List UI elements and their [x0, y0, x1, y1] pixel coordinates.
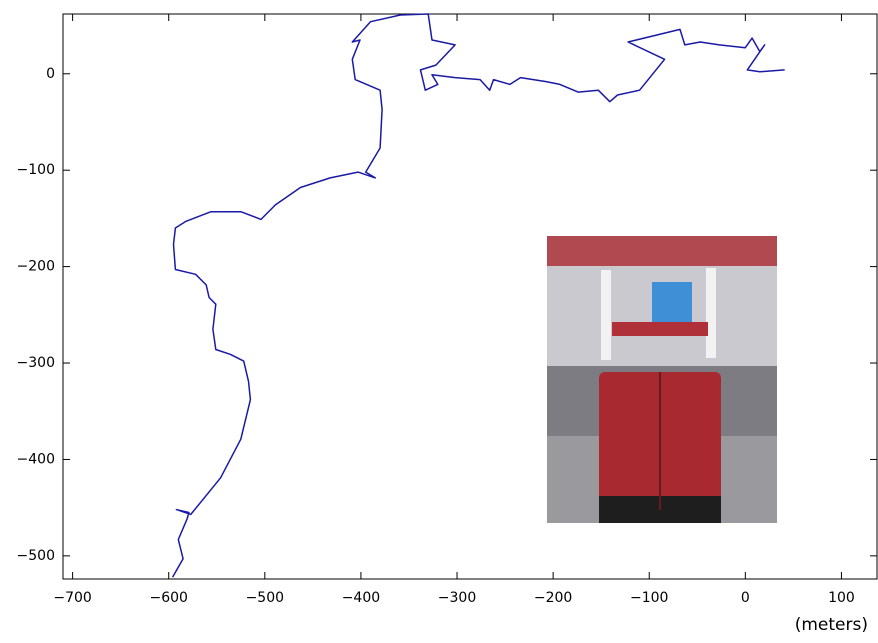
x-tick-label: −500: [246, 590, 284, 606]
x-tick-label: −100: [630, 590, 668, 606]
x-axis-label: (meters): [795, 615, 868, 635]
x-tick-label: 100: [828, 590, 855, 606]
x-tick-label: −400: [342, 590, 380, 606]
x-tick-label: −200: [534, 590, 572, 606]
y-tick-label: −500: [17, 548, 55, 564]
robot-photo: [547, 236, 777, 523]
y-tick-label: −300: [17, 355, 55, 371]
x-tick-label: 0: [741, 590, 750, 606]
x-tick-label: −700: [53, 590, 91, 606]
y-tick-label: 0: [46, 66, 55, 82]
y-tick-label: −100: [17, 162, 55, 178]
x-tick-label: −300: [438, 590, 476, 606]
y-tick-label: −200: [17, 259, 55, 275]
y-tick-label: −400: [17, 451, 55, 467]
x-tick-label: −600: [149, 590, 187, 606]
chart: (meters) −700 −600 −500 −400 −300 −200 −100 0 10…: [0, 0, 878, 639]
